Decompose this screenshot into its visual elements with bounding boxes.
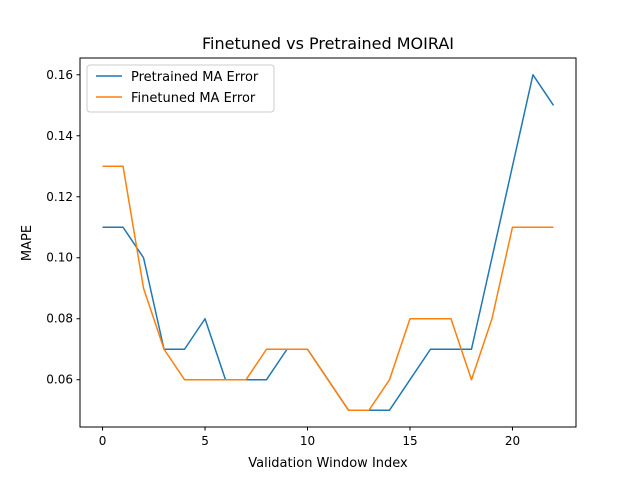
y-tick-label: 0.06 [46,373,73,387]
x-tick-label: 10 [300,434,315,448]
y-axis-label: MAPE [20,225,35,261]
series-layer [102,74,555,411]
y-tick-label: 0.14 [46,129,73,143]
y-tick-label: 0.08 [46,312,73,326]
x-axis-label: Validation Window Index [248,456,408,471]
x-tick-label: 15 [402,434,417,448]
plot-area-frame [79,57,577,428]
legend-box [86,64,275,113]
y-tick-label: 0.16 [46,68,73,82]
legend-label-finetuned-ma-error: Finetuned MA Error [131,91,256,106]
legend: Pretrained MA Error Finetuned MA Error [86,64,275,113]
chart-title: Finetuned vs Pretrained MOIRAI [202,34,454,53]
x-tick-label: 5 [201,434,209,448]
series-line-pretrained-ma-error [102,74,555,411]
x-tick-label: 0 [99,434,107,448]
y-tick-label: 0.10 [46,251,73,265]
y-tick-label: 0.12 [46,190,73,204]
series-line-finetuned-ma-error [102,165,554,411]
x-tick-label: 20 [505,434,520,448]
x-axis-ticks: 0 5 10 15 20 [99,427,520,448]
legend-label-pretrained-ma-error: Pretrained MA Error [131,70,259,85]
y-axis-ticks: 0.06 0.08 0.10 0.12 0.14 0.16 [46,68,80,387]
